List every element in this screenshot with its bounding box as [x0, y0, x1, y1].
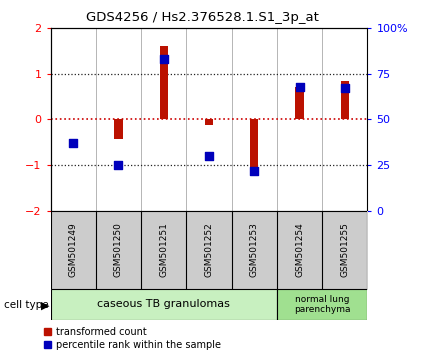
- Bar: [341, 81, 349, 120]
- Bar: [69, 119, 77, 120]
- Text: GSM501254: GSM501254: [295, 222, 304, 277]
- Text: ▶: ▶: [41, 300, 50, 310]
- Text: GDS4256 / Hs2.376528.1.S1_3p_at: GDS4256 / Hs2.376528.1.S1_3p_at: [86, 11, 319, 24]
- Point: [70, 140, 77, 146]
- Point: [115, 162, 122, 168]
- Point: [296, 84, 303, 90]
- Bar: [114, 120, 123, 139]
- Point: [160, 57, 167, 62]
- Bar: [295, 87, 304, 120]
- Text: caseous TB granulomas: caseous TB granulomas: [97, 299, 230, 309]
- Bar: [160, 46, 168, 120]
- Bar: [205, 120, 213, 125]
- Text: GSM501251: GSM501251: [159, 222, 168, 277]
- Text: cell type: cell type: [4, 300, 49, 310]
- Point: [341, 86, 348, 91]
- Text: GSM501255: GSM501255: [340, 222, 349, 277]
- Text: GSM501249: GSM501249: [69, 222, 78, 277]
- Legend: transformed count, percentile rank within the sample: transformed count, percentile rank withi…: [44, 327, 221, 350]
- Bar: [277, 289, 367, 320]
- Bar: [250, 120, 258, 172]
- Text: normal lung
parenchyma: normal lung parenchyma: [294, 295, 350, 314]
- Text: GSM501253: GSM501253: [250, 222, 259, 277]
- Point: [251, 168, 258, 173]
- Bar: [51, 289, 277, 320]
- Point: [205, 153, 213, 159]
- Text: GSM501252: GSM501252: [205, 222, 213, 277]
- Text: GSM501250: GSM501250: [114, 222, 123, 277]
